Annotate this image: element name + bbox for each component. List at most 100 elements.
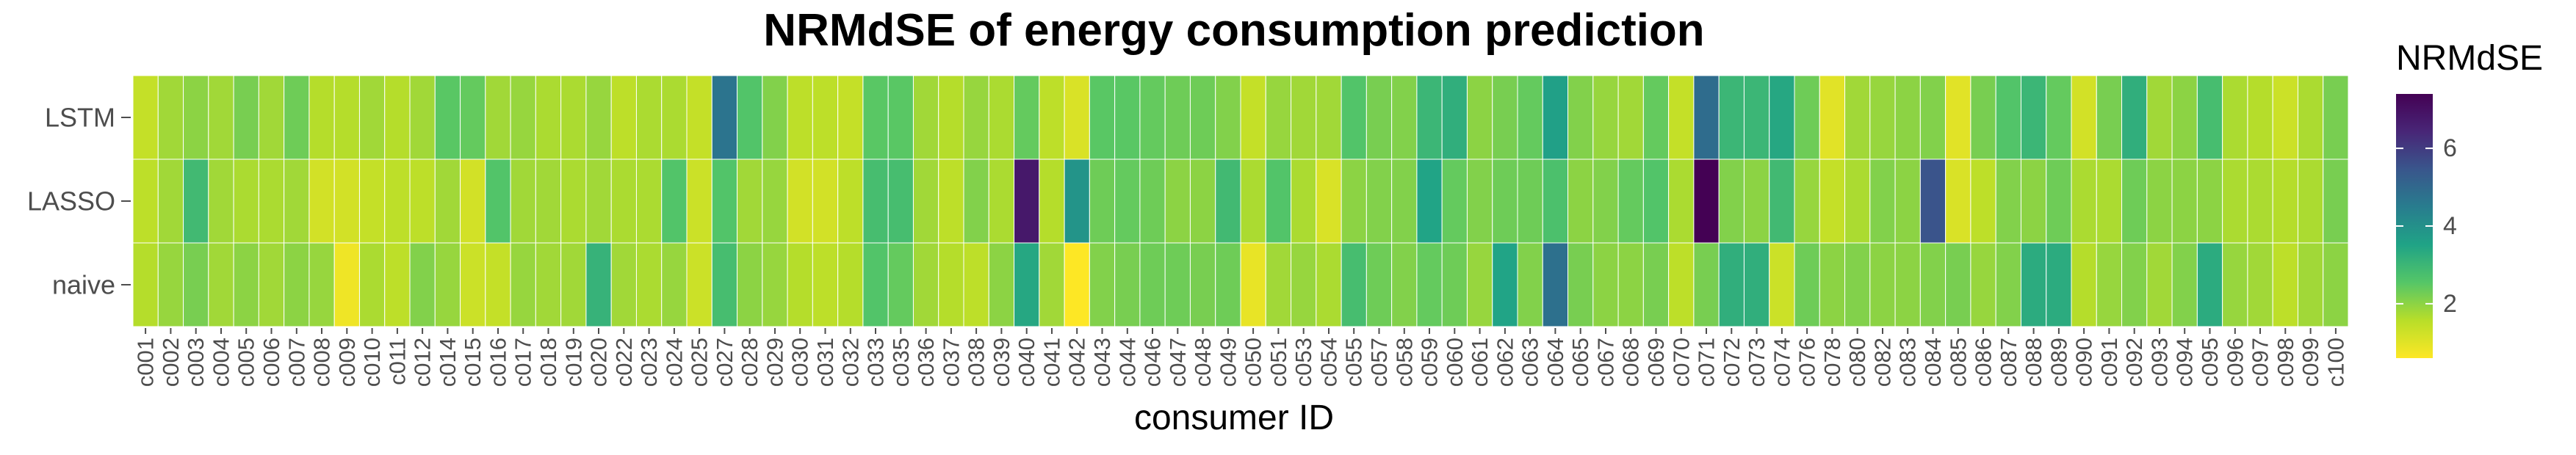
heatmap-cell-LASSO-c051 [1265,159,1292,244]
heatmap-cell-LSTM-c069 [1642,75,1670,160]
x-tick-label-c032: c032 [837,338,863,387]
heatmap-cell-naive-c022 [610,242,637,327]
heatmap-cell-naive-c080 [1844,242,1871,327]
heatmap-cell-naive-c032 [837,242,864,327]
heatmap-cell-LASSO-c031 [812,159,839,244]
heatmap-cell-LSTM-c025 [686,75,712,160]
x-tick-label-c028: c028 [737,338,762,387]
heatmap-cell-LASSO-c062 [1492,159,1518,244]
x-tick-label-c086: c086 [1971,338,1996,387]
heatmap-cell-naive-c027 [711,242,738,327]
x-tick-label-c084: c084 [1920,338,1946,387]
heatmap-cell-LSTM-c007 [284,75,310,160]
heatmap-cell-LASSO-c053 [1291,159,1317,244]
x-tick-label-c057: c057 [1366,338,1392,387]
heatmap-cell-LSTM-c046 [1139,75,1166,160]
heatmap-cell-LSTM-c089 [2046,75,2072,160]
x-tick-label-c093: c093 [2147,338,2173,387]
x-tick-label-c089: c089 [2046,338,2071,387]
heatmap-cell-naive-c063 [1517,242,1543,327]
x-tick-label-c088: c088 [2021,338,2046,387]
x-tick-label-c071: c071 [1694,338,1720,387]
heatmap-cell-LSTM-c041 [1039,75,1065,160]
heatmap-cell-LASSO-c005 [233,159,259,244]
x-tick-label-c038: c038 [964,338,989,387]
heatmap-cell-naive-c098 [2272,242,2298,327]
heatmap-cell-LSTM-c058 [1391,75,1418,160]
heatmap-cell-LSTM-c099 [2297,75,2324,160]
legend-title: NRMdSE [2396,39,2544,78]
x-tick-label-c009: c009 [334,338,360,387]
x-tick-label-c054: c054 [1316,338,1342,387]
heatmap-cell-LSTM-c003 [183,75,209,160]
legend-tick-label-2: 2 [2443,290,2457,318]
heatmap-cell-LASSO-c044 [1114,159,1141,244]
heatmap-cell-LSTM-c076 [1794,75,1820,160]
x-axis-title: consumer ID [1133,398,1335,437]
x-tick-label-c005: c005 [234,338,259,387]
heatmap-cell-naive-c030 [787,242,813,327]
heatmap-cell-naive-c017 [510,242,536,327]
heatmap-cell-LSTM-c090 [2071,75,2097,160]
x-tick-label-c067: c067 [1593,338,1619,387]
heatmap-cell-LASSO-c035 [887,159,914,244]
x-tick-label-c090: c090 [2071,338,2097,387]
x-tick-label-c031: c031 [812,338,838,387]
heatmap-cell-LSTM-c032 [837,75,864,160]
heatmap-cell-LASSO-c006 [258,159,285,244]
heatmap-cell-LASSO-c029 [762,159,788,244]
heatmap-cell-LSTM-c004 [208,75,234,160]
heatmap-cell-naive-c057 [1365,242,1393,327]
heatmap-cell-LASSO-c096 [2222,159,2248,244]
x-tick-label-c062: c062 [1492,338,1518,387]
heatmap-cell-naive-c003 [183,242,209,327]
x-tick-label-c006: c006 [259,338,284,387]
heatmap-cell-LASSO-c064 [1542,159,1569,244]
x-tick-label-c007: c007 [284,338,309,387]
heatmap-cell-LSTM-c097 [2247,75,2273,160]
heatmap-cell-LSTM-c091 [2096,75,2123,160]
heatmap-cell-naive-c023 [635,242,663,327]
heatmap-cell-LSTM-c042 [1064,75,1090,160]
heatmap-cell-LSTM-c015 [460,75,486,160]
heatmap-cell-LASSO-c095 [2196,159,2223,244]
heatmap-cell-naive-c095 [2196,242,2223,327]
heatmap-cell-naive-c055 [1341,242,1367,327]
heatmap-cell-naive-c062 [1492,242,1518,327]
heatmap-cell-naive-c018 [535,242,562,327]
heatmap-cell-LSTM-c082 [1869,75,1896,160]
x-tick-label-c094: c094 [2172,338,2198,387]
x-tick-label-c050: c050 [1241,338,1266,387]
heatmap-cell-LASSO-c017 [510,159,536,244]
heatmap-cell-LASSO-c036 [912,159,939,244]
heatmap-cell-LSTM-c095 [2196,75,2223,160]
heatmap-cell-LSTM-c010 [358,75,386,160]
x-tick-label-c097: c097 [2248,338,2273,387]
heatmap-cell-LASSO-c041 [1039,159,1065,244]
heatmap-cell-LSTM-c092 [2121,75,2148,160]
heatmap-cell-naive-c039 [988,242,1015,327]
x-tick-label-c030: c030 [787,338,813,387]
heatmap-cell-LSTM-c054 [1316,75,1342,160]
x-tick-label-c082: c082 [1870,338,1896,387]
heatmap-cell-naive-c016 [485,242,511,327]
heatmap-cell-LSTM-c083 [1894,75,1921,160]
heatmap-cell-LASSO-c055 [1341,159,1367,244]
heatmap-cell-LSTM-c017 [510,75,536,160]
heatmap-cell-LSTM-c055 [1341,75,1367,160]
heatmap-cell-naive-c020 [585,242,612,327]
heatmap-cell-LSTM-c027 [711,75,738,160]
heatmap-cell-LASSO-c067 [1592,159,1619,244]
heatmap-cell-LASSO-c043 [1089,159,1116,244]
heatmap-cell-naive-c012 [409,242,436,327]
heatmap-cell-LASSO-c001 [132,159,159,244]
heatmap-cell-LSTM-c001 [132,75,159,160]
heatmap-cell-naive-c086 [1970,242,1996,327]
heatmap-cell-naive-c040 [1014,242,1040,327]
heatmap-cell-LASSO-c072 [1718,159,1745,244]
heatmap-cell-LSTM-c043 [1089,75,1116,160]
heatmap-cell-naive-c033 [862,242,889,327]
x-tick-label-c074: c074 [1769,338,1794,387]
heatmap-cell-LASSO-c054 [1316,159,1342,244]
